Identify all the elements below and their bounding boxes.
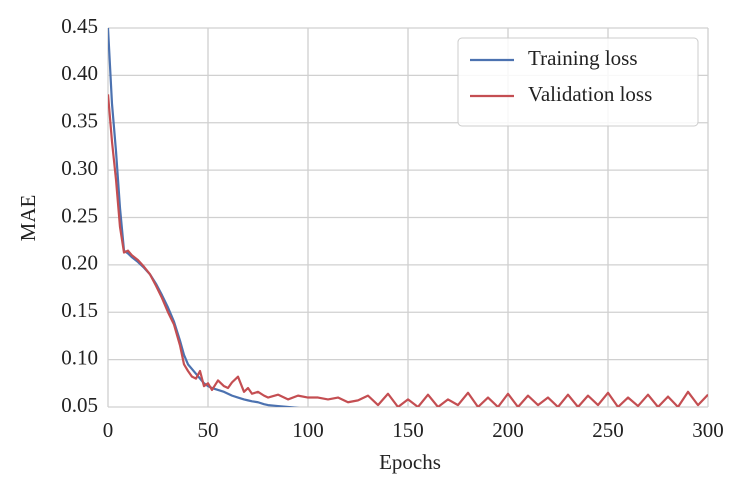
data-line (108, 94, 708, 407)
x-tick-label: 0 (103, 418, 114, 442)
x-tick-label: 200 (492, 418, 524, 442)
x-tick-label: 150 (392, 418, 424, 442)
y-tick-label: 0.15 (61, 298, 98, 322)
y-tick-label: 0.30 (61, 156, 98, 180)
y-axis-label: MAE (16, 195, 40, 242)
x-axis-label: Epochs (379, 450, 441, 474)
data-line (108, 28, 300, 407)
y-tick-label: 0.35 (61, 109, 98, 133)
legend-label: Validation loss (528, 82, 652, 106)
legend: Training loss Validation loss (457, 37, 699, 127)
y-tick-label: 0.25 (61, 203, 98, 227)
legend-box (457, 37, 699, 127)
plot-area (108, 28, 708, 407)
y-tick-label: 0.20 (61, 251, 98, 275)
legend-label: Training loss (528, 46, 638, 70)
y-tick-label: 0.40 (61, 61, 98, 85)
y-tick-label: 0.45 (61, 14, 98, 38)
x-tick-label: 250 (592, 418, 624, 442)
y-tick-label: 0.10 (61, 345, 98, 369)
x-tick-label: 300 (692, 418, 724, 442)
y-tick-label: 0.05 (61, 393, 98, 417)
x-tick-label: 100 (292, 418, 324, 442)
x-tick-label: 50 (198, 418, 219, 442)
